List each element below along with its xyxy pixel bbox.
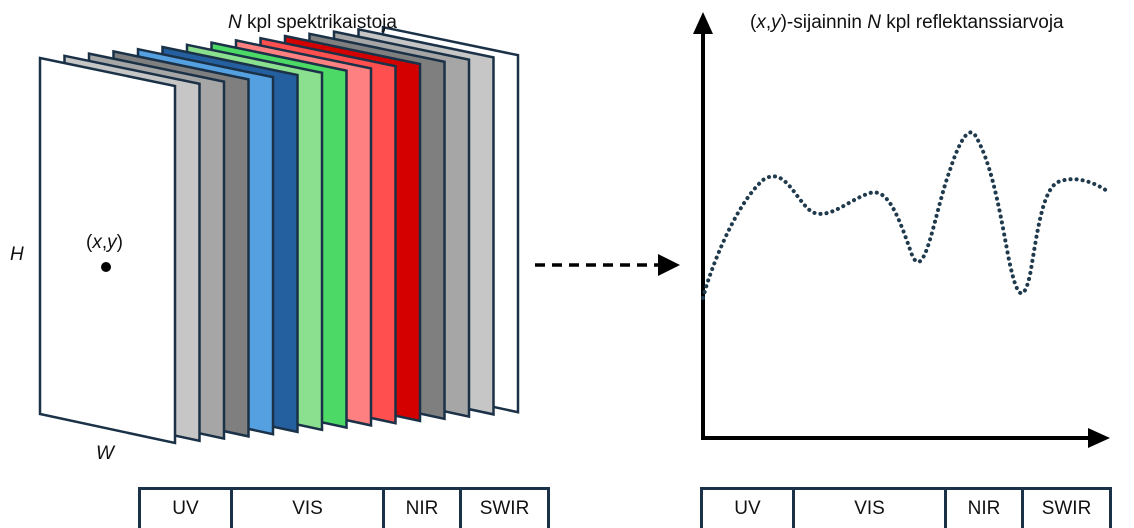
cube-band-swir: SWIR	[479, 498, 530, 519]
graph-band-swir: SWIR	[1041, 498, 1092, 519]
title-paren-open: (	[750, 12, 757, 33]
paren-open: (	[86, 232, 93, 253]
reflectance-curve	[701, 130, 1112, 300]
paren-close: )	[116, 232, 123, 253]
graph-band-table: UV VIS NIR SWIR	[700, 487, 1112, 528]
cube-band-vis: VIS	[233, 490, 385, 528]
title-rest: kpl reflektanssiarvoja	[880, 12, 1064, 33]
point-y: y	[107, 232, 117, 253]
cube-title-var: N	[228, 12, 242, 33]
graph-title: (x,y)-sijainnin N kpl reflektanssiarvoja	[750, 12, 1064, 34]
cube-band-table: UV VIS NIR SWIR	[138, 487, 550, 528]
title-comma: ,	[765, 12, 772, 33]
title-y: y	[771, 12, 781, 33]
title-var: N	[867, 12, 881, 33]
cube-title: N kpl spektrikaistoja	[228, 12, 397, 34]
pixel-point	[101, 262, 111, 272]
band-layer-1	[38, 56, 177, 445]
point-x: x	[92, 232, 102, 253]
title-mid: )-sijainnin	[780, 12, 868, 33]
graph-band-vis: VIS	[795, 490, 947, 528]
graph-band-uv: UV	[703, 490, 795, 528]
y-axis-arrow-head	[693, 12, 713, 34]
title-x: x	[756, 12, 766, 33]
comma: ,	[101, 232, 108, 253]
height-label: H	[10, 244, 24, 265]
spectral-band-stack	[38, 25, 520, 445]
transition-arrow-head	[658, 254, 680, 276]
pixel-point-label: (x,y)	[86, 232, 123, 254]
width-label: W	[96, 443, 114, 464]
graph-band-nir: NIR	[947, 490, 1024, 528]
x-axis-arrow-head	[1088, 428, 1110, 448]
cube-band-uv: UV	[141, 490, 233, 528]
cube-title-text: kpl spektrikaistoja	[241, 12, 397, 33]
cube-band-nir: NIR	[385, 490, 462, 528]
